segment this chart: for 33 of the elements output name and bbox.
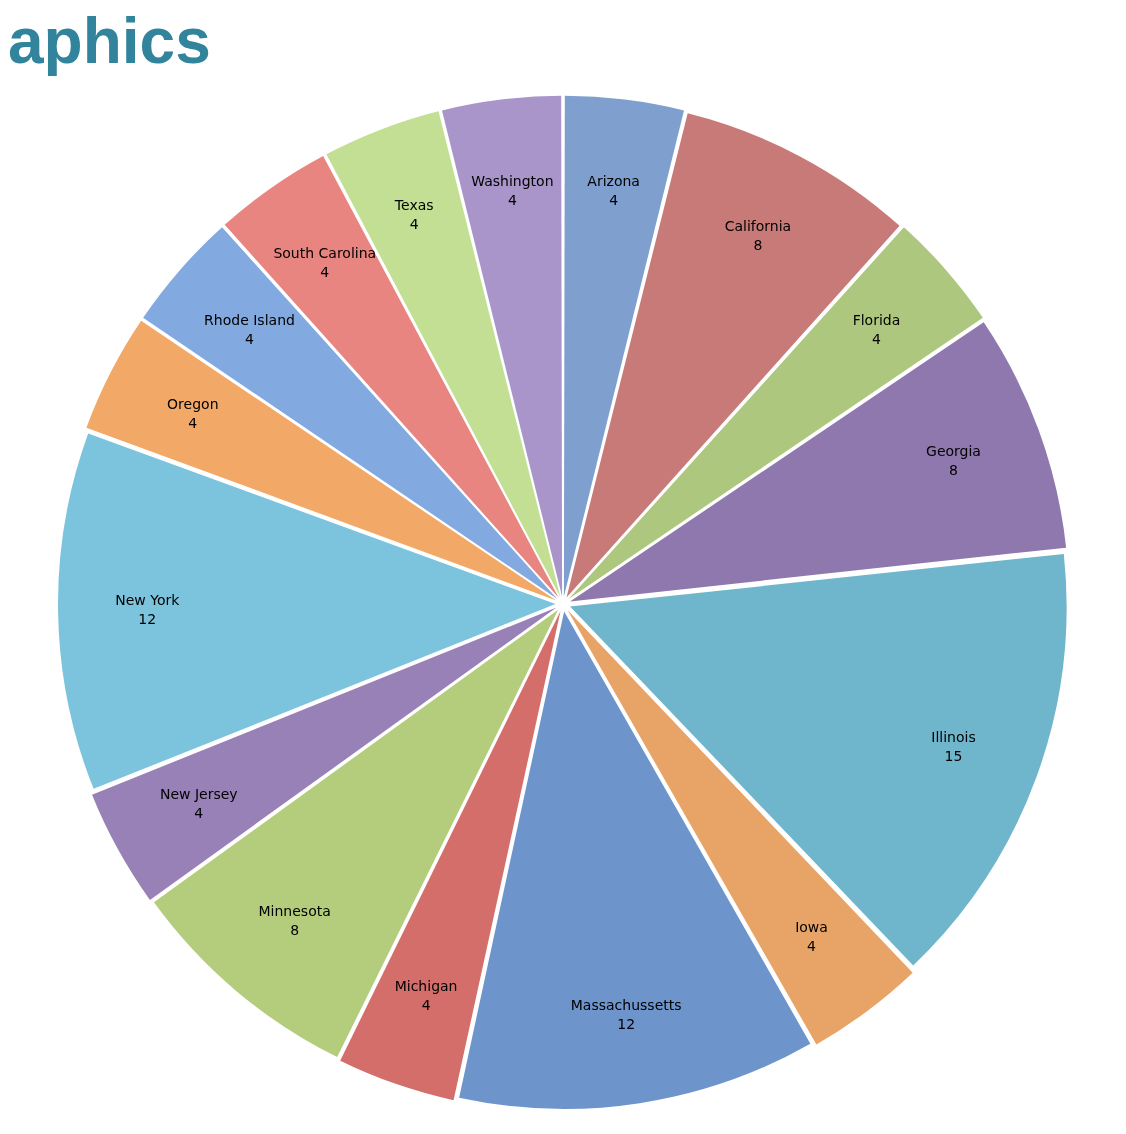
data-label: 8	[753, 237, 763, 254]
slice-label: Texas	[393, 197, 434, 214]
slice-label: Illinois	[931, 728, 976, 745]
data-label: 4	[188, 415, 198, 432]
data-label: 4	[507, 191, 517, 208]
data-label: 4	[409, 216, 419, 233]
data-label: 8	[290, 922, 300, 939]
data-label: 4	[320, 263, 330, 280]
slice-label: Massachussetts	[570, 996, 682, 1013]
data-label: 8	[949, 461, 958, 478]
slice-label: Oregon	[167, 396, 219, 413]
chart-title: aphics	[7, 4, 212, 77]
data-label: 4	[421, 997, 431, 1014]
slice-label: Iowa	[795, 919, 828, 936]
slice-label: South Carolina	[273, 244, 377, 261]
slice-label: New York	[115, 591, 181, 608]
slice-label: Michigan	[394, 978, 458, 995]
slice-label: Florida	[852, 312, 901, 329]
data-label: 12	[138, 610, 157, 627]
data-label: 15	[944, 747, 963, 764]
data-label: 4	[245, 331, 255, 348]
data-label: 4	[872, 331, 882, 348]
data-label: 4	[609, 191, 619, 208]
slice-label: New Jersey	[159, 786, 238, 803]
data-label: 4	[807, 938, 817, 955]
slice-label: Georgia	[926, 442, 981, 459]
slice-label: California	[724, 218, 792, 235]
slice-label: Rhode Island	[204, 312, 295, 329]
data-label: 12	[617, 1015, 636, 1032]
data-label: 4	[194, 805, 204, 822]
slice-label: Washington	[471, 172, 554, 189]
slice-label: Arizona	[587, 172, 640, 189]
slice-label: Minnesota	[258, 903, 331, 920]
